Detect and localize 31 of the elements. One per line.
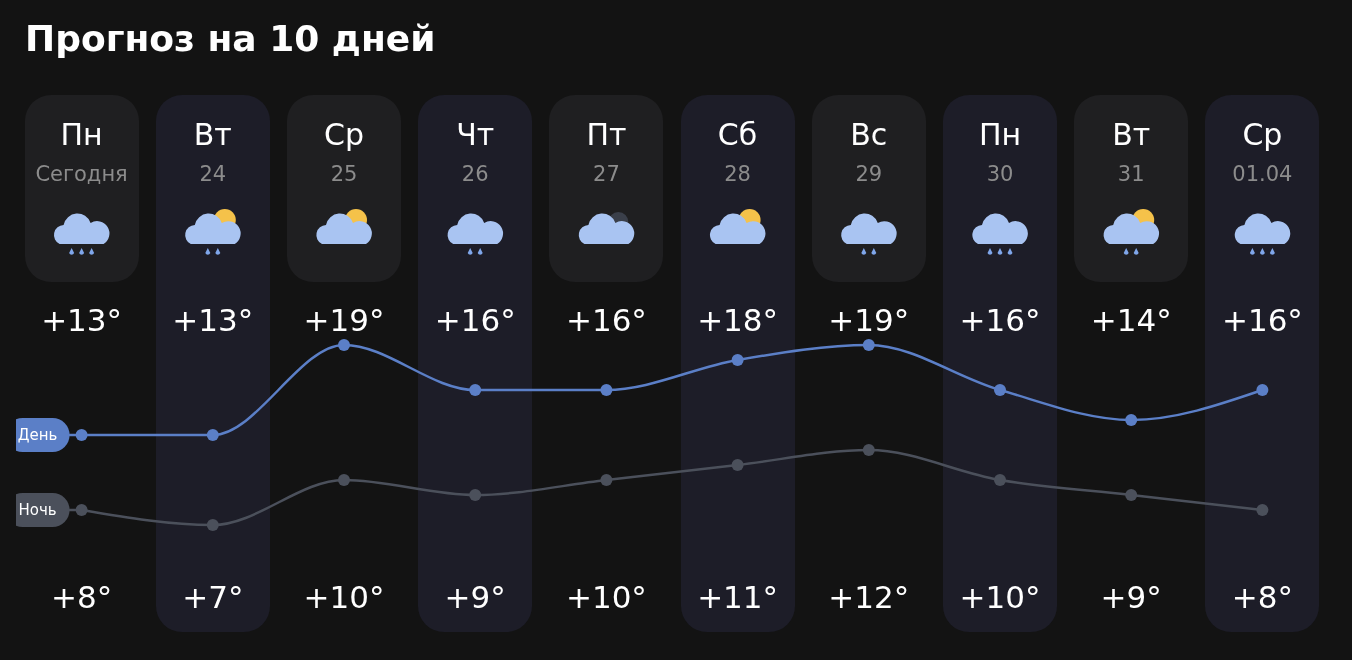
x-tick-label: Пт 27 (586, 117, 627, 186)
data-label: +10° (959, 579, 1041, 615)
data-label: +8° (1231, 579, 1293, 615)
data-label: +9° (1100, 579, 1162, 615)
data-label: +19° (303, 302, 385, 338)
x-tick-label: Ср 01.04 (1232, 117, 1293, 186)
data-label: +19° (828, 302, 910, 338)
data-label: +13° (172, 302, 254, 338)
data-label: +16° (434, 302, 516, 338)
chart-title: Прогноз на 10 дней (25, 18, 436, 59)
x-tick-label: Пн 30 (978, 117, 1022, 186)
x-tick-label: Сб 28 (717, 117, 758, 186)
data-label: +18° (697, 302, 779, 338)
x-tick-label: Пн Сегодня (35, 117, 128, 186)
data-label: +7° (182, 579, 244, 615)
data-label: +16° (1221, 302, 1303, 338)
data-label: +9° (444, 579, 506, 615)
data-label: +16° (565, 302, 647, 338)
x-tick-label: Ср 25 (324, 117, 364, 186)
x-tick-label: Чт 26 (456, 117, 495, 186)
data-label: +10° (565, 579, 647, 615)
x-tick-label: Вт 31 (1112, 117, 1151, 186)
data-label: +10° (303, 579, 385, 615)
data-label: +13° (41, 302, 123, 338)
data-label: +12° (828, 579, 910, 615)
data-label: +8° (51, 579, 113, 615)
data-label: +16° (959, 302, 1041, 338)
x-tick-label: Вс 29 (850, 117, 888, 186)
x-tick-label: Вт 24 (193, 117, 232, 186)
data-label: +14° (1090, 302, 1172, 338)
data-label: +11° (697, 579, 779, 615)
